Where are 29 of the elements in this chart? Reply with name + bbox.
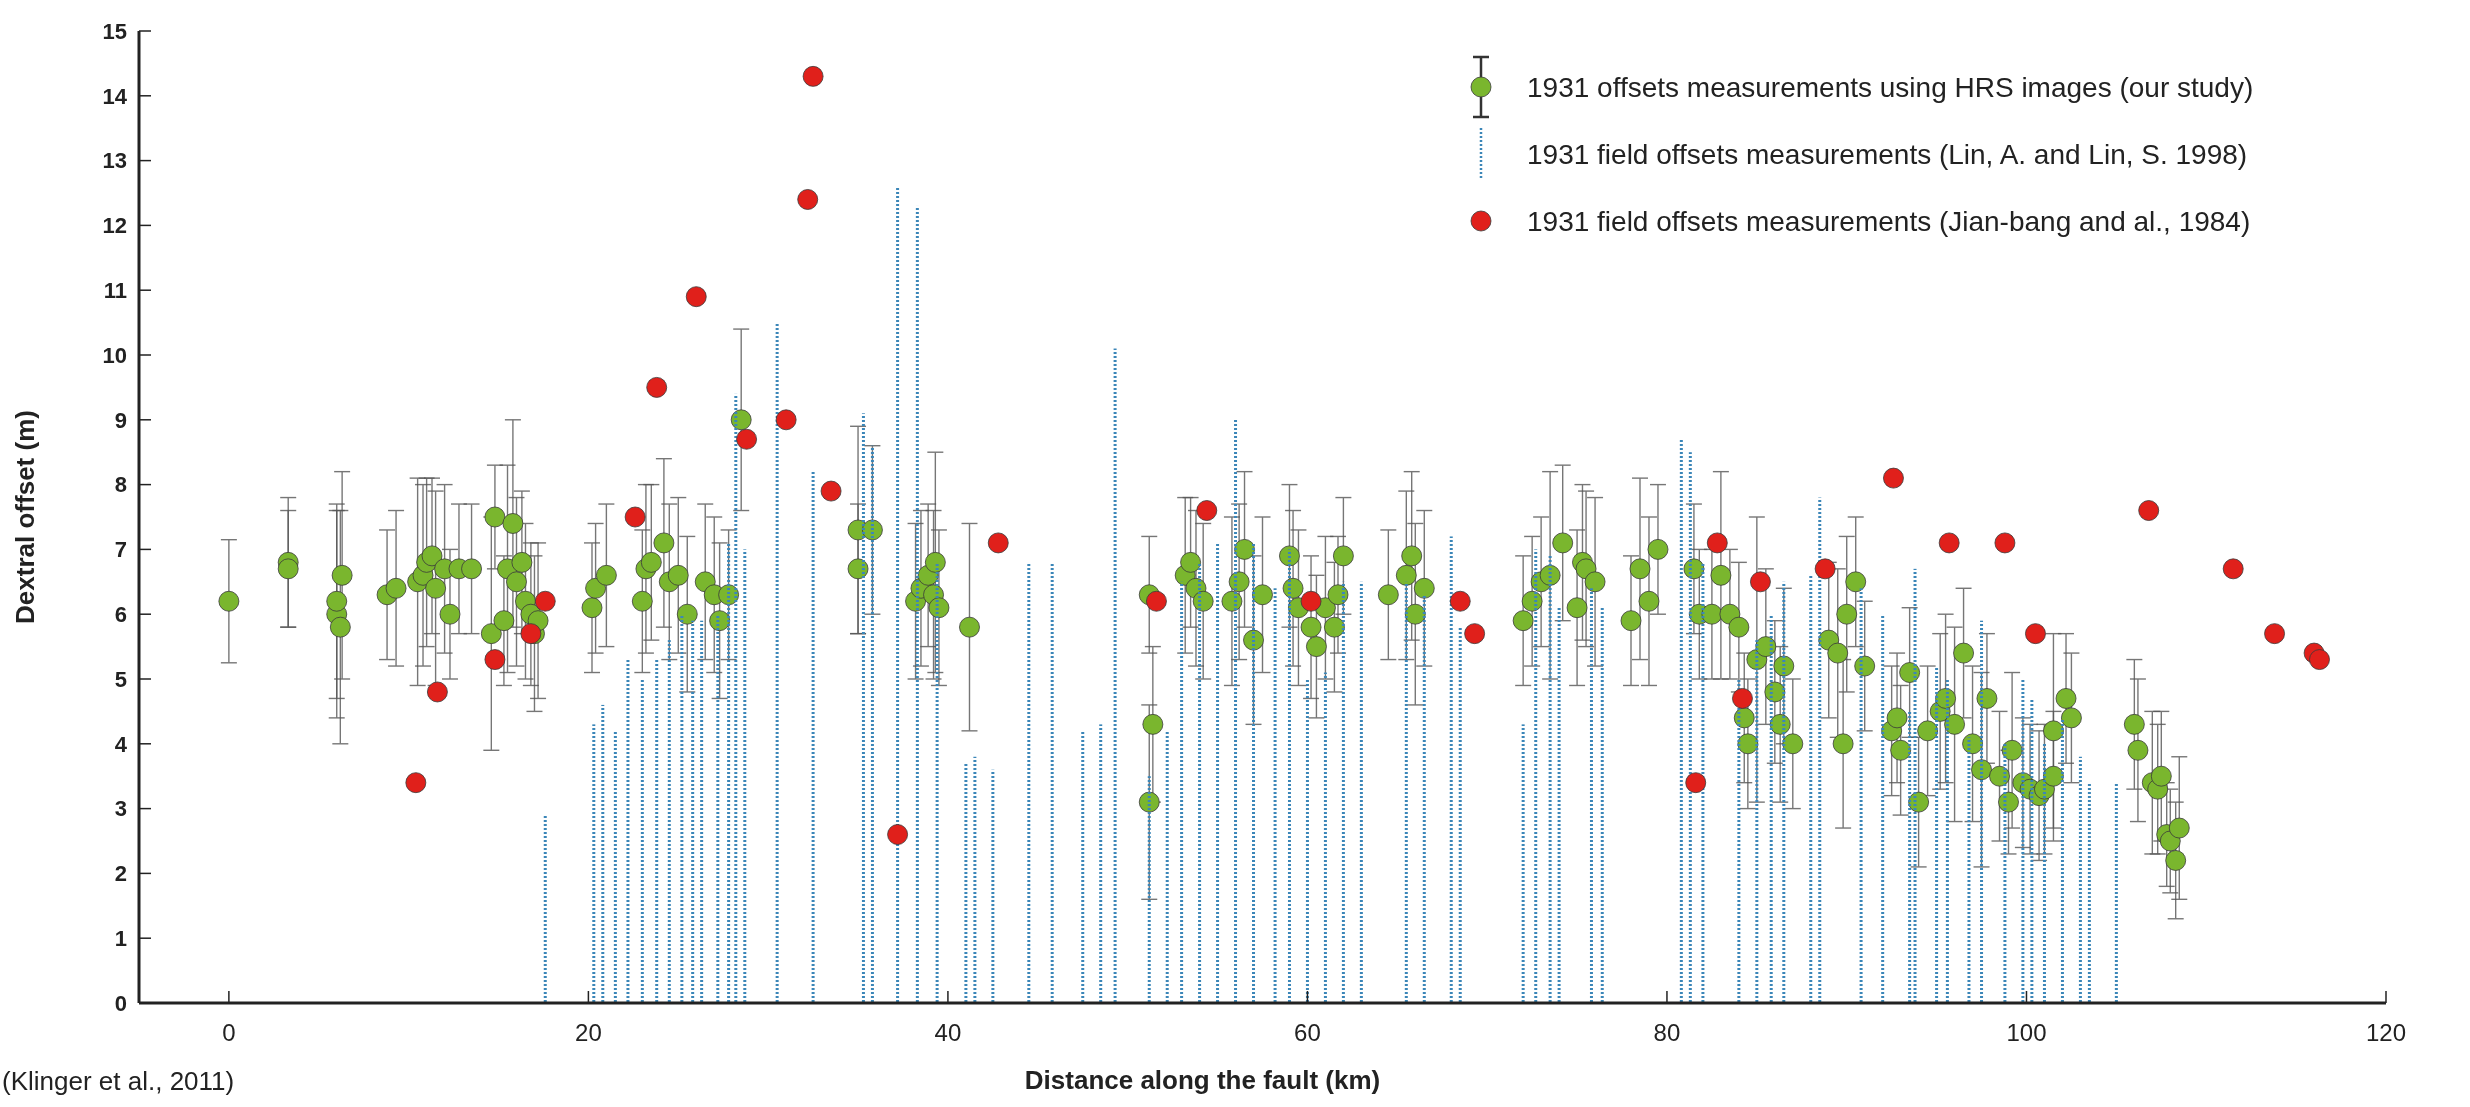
legend-label: 1931 field offsets measurements (Lin, A. and Lin, S. 1998) (1527, 138, 2248, 170)
x-tick-label: 120 (2365, 1019, 2407, 1046)
y-tick-label: 0 (114, 990, 127, 1016)
y-tick-label: 3 (114, 796, 127, 822)
y-tick-label: 13 (102, 148, 127, 174)
y-tick-label: 5 (114, 666, 127, 692)
legend-label: 1931 field offsets measurements (Jian-bang and al., 1984) (1527, 205, 2251, 237)
legend-label: 1931 offsets measurements using HRS images (our study) (1527, 71, 2254, 103)
y-tick-label: 12 (102, 213, 127, 239)
y-tick-label: 1 (114, 925, 127, 951)
y-tick-label: 4 (114, 731, 128, 757)
x-tick-label: 0 (222, 1019, 236, 1046)
y-tick-label: 14 (102, 83, 128, 109)
y-tick-label: 6 (114, 601, 127, 627)
y-tick-label: 7 (114, 537, 127, 563)
text: (Klinger et al., 2011) (2, 1066, 235, 1096)
x-tick-label: 60 (1294, 1019, 1321, 1046)
y-tick-label: 2 (114, 861, 127, 887)
x-axis-title: Distance along the fault (km) (1024, 1065, 1381, 1095)
x-tick-label: 100 (2006, 1019, 2047, 1046)
y-axis-title: Dextral offset (m) (10, 410, 40, 624)
x-tick-label: 20 (575, 1019, 602, 1046)
y-tick-label: 9 (114, 407, 127, 433)
y-tick-label: 11 (103, 277, 127, 303)
y-tick-label: 8 (114, 472, 127, 498)
x-tick-label: 80 (1653, 1019, 1681, 1046)
x-tick-label: 40 (934, 1019, 962, 1046)
y-tick-label: 10 (102, 342, 127, 368)
y-tick-label: 15 (102, 18, 127, 44)
